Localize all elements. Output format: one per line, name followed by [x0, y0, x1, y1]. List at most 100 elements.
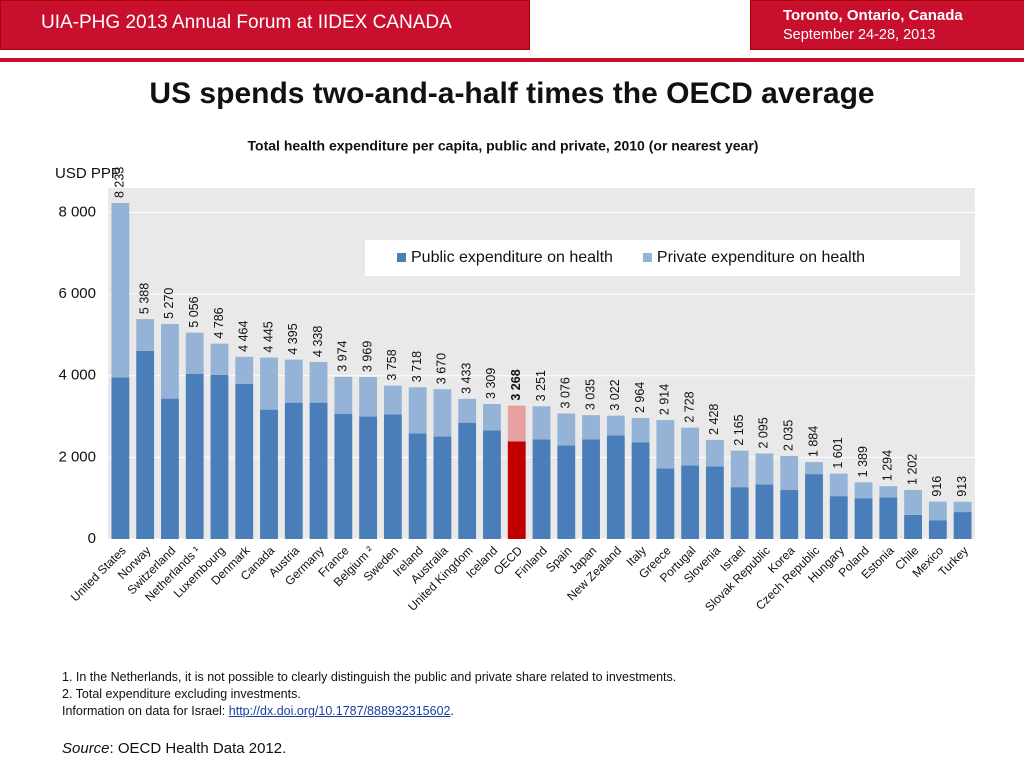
bar-segment	[557, 413, 576, 446]
bar-segment	[879, 486, 898, 498]
bar-segment	[483, 403, 501, 431]
dates: September 24-28, 2013	[783, 27, 936, 43]
y-tick-label: 8 000	[58, 203, 96, 220]
total-label: 913	[955, 476, 969, 497]
bar-segment	[705, 439, 724, 467]
bar-segment	[854, 482, 873, 499]
bar-segment	[904, 514, 922, 539]
israel-link[interactable]: http://dx.doi.org/10.1787/888932315602	[228, 704, 451, 718]
bar-segment	[904, 489, 922, 515]
bar-segment	[136, 350, 155, 539]
total-label: 1 294	[881, 450, 895, 481]
total-label: 8 233	[113, 167, 127, 198]
bar-segment	[705, 466, 724, 539]
total-label: 1 202	[905, 454, 919, 485]
bar-segment	[210, 343, 229, 375]
total-label: 3 758	[385, 349, 399, 380]
total-label: 4 395	[286, 323, 300, 354]
y-axis-label: USD PPP	[55, 165, 121, 182]
bar-segment	[928, 501, 947, 521]
total-label: 2 035	[782, 420, 796, 451]
israel-text: Information on data for Israel:	[62, 704, 226, 718]
bar-segment	[582, 439, 600, 539]
bar-segment	[161, 398, 179, 539]
bar-segment	[928, 520, 947, 539]
total-label: 1 389	[856, 446, 870, 477]
slide-title: US spends two-and-a-half times the OECD …	[149, 77, 874, 110]
total-label: 3 718	[410, 351, 424, 382]
bar-segment	[656, 420, 675, 469]
bar-segment	[260, 357, 278, 410]
bar-segment	[433, 436, 452, 539]
bar-segment	[755, 484, 774, 539]
header-rule	[0, 58, 1024, 62]
bar-segment	[953, 512, 972, 539]
bar-segment	[458, 422, 477, 539]
total-label: 3 268	[509, 369, 523, 400]
bar-segment	[210, 374, 229, 539]
footnote: 2. Total expenditure excluding investmen…	[62, 687, 301, 701]
total-label: 5 388	[137, 283, 151, 314]
header-left: UIA-PHG 2013 Annual Forum at IIDEX CANAD…	[0, 0, 530, 50]
bar-segment	[631, 442, 650, 539]
bar-segment	[260, 409, 278, 539]
bar-segment	[780, 455, 799, 491]
total-label: 2 095	[757, 417, 771, 448]
bar-segment	[507, 405, 526, 442]
bar-segment	[334, 413, 353, 539]
bar-segment	[161, 323, 179, 399]
total-label: 3 433	[459, 363, 473, 394]
bar-segment	[557, 445, 576, 539]
bar-segment	[458, 398, 477, 423]
total-label: 5 056	[187, 296, 201, 327]
y-tick-label: 2 000	[58, 448, 96, 465]
total-label: 4 445	[261, 321, 275, 352]
bar-segment	[433, 389, 452, 437]
bar-segment	[829, 496, 848, 539]
bar-segment	[334, 376, 353, 414]
bar-segment	[284, 402, 303, 539]
bar-segment	[730, 450, 749, 488]
israel-note: Information on data for Israel: http://d…	[62, 704, 454, 718]
bar-segment	[606, 435, 625, 539]
bar-segment	[136, 319, 155, 351]
bar-segment	[532, 406, 551, 440]
total-label: 4 786	[212, 307, 226, 338]
total-label: 2 165	[732, 414, 746, 445]
event-title: UIA-PHG 2013 Annual Forum at IIDEX CANAD…	[41, 12, 452, 33]
y-tick-label: 6 000	[58, 285, 96, 302]
source-text: : OECD Health Data 2012.	[109, 740, 287, 757]
total-label: 1 884	[806, 426, 820, 457]
total-label: 3 022	[608, 379, 622, 410]
bar-segment	[854, 498, 873, 539]
bar-segment	[829, 473, 848, 497]
y-tick-label: 0	[88, 530, 96, 547]
total-label: 3 035	[583, 379, 597, 410]
total-label: 4 338	[311, 326, 325, 357]
total-label: 4 464	[237, 320, 251, 351]
bar-segment	[606, 415, 625, 436]
bar-segment	[235, 356, 254, 384]
total-label: 2 964	[633, 382, 647, 413]
legend-box	[365, 240, 960, 276]
bar-segment	[656, 468, 675, 539]
bar-segment	[805, 474, 823, 539]
total-label: 3 076	[559, 377, 573, 408]
bar-segment	[408, 387, 427, 434]
bar-segment	[631, 418, 650, 443]
total-label: 3 670	[435, 353, 449, 384]
total-label: 3 969	[360, 341, 374, 372]
bar-segment	[507, 441, 526, 539]
total-label: 2 728	[682, 391, 696, 422]
legend-swatch	[397, 253, 406, 262]
bar-segment	[235, 383, 254, 539]
bar-segment	[483, 430, 501, 539]
bar-segment	[309, 402, 328, 539]
legend-label: Private expenditure on health	[657, 249, 865, 266]
bar-segment	[309, 361, 328, 403]
total-label: 916	[930, 476, 944, 497]
chart-title: Total health expenditure per capita, pub…	[248, 138, 759, 154]
total-label: 1 601	[831, 437, 845, 468]
israel-end: .	[450, 704, 454, 718]
